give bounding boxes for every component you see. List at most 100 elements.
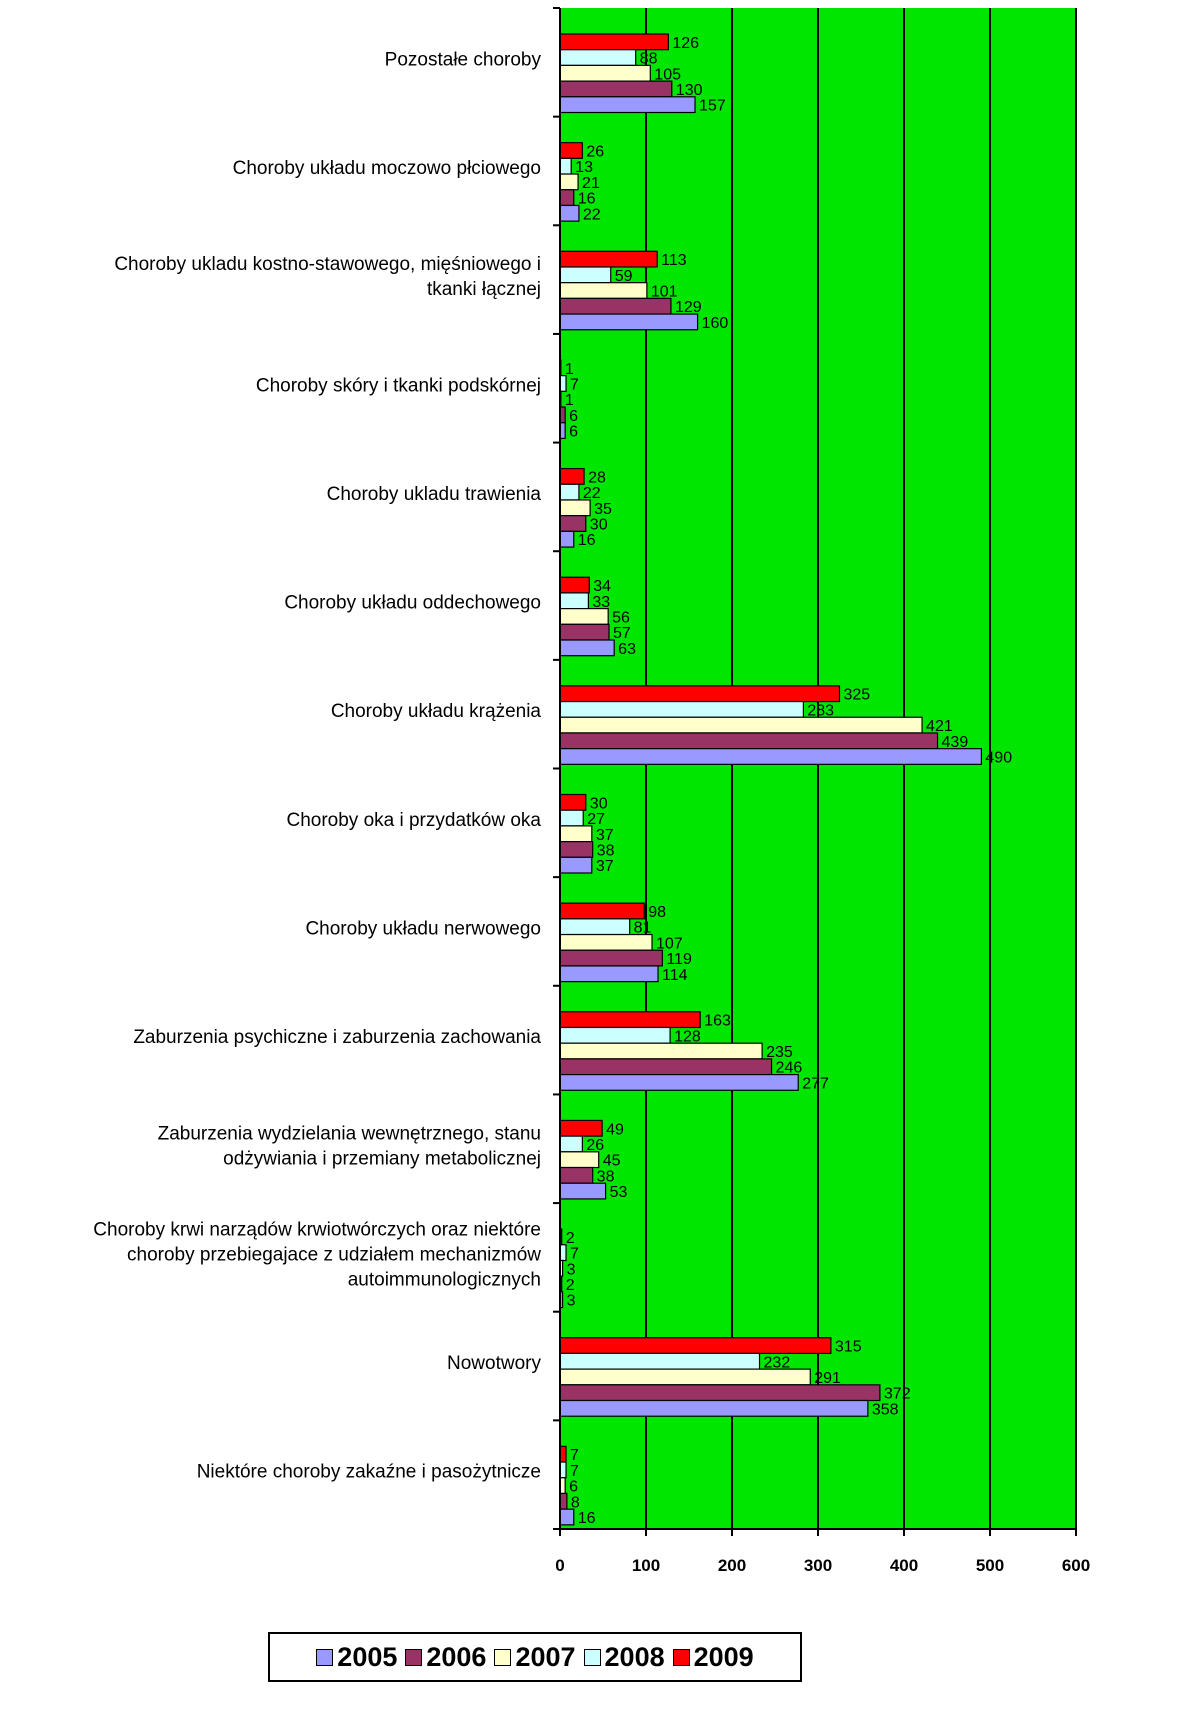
data-label: 13 [575, 159, 593, 176]
category-label: Niektóre choroby zakaźne i pasożytnicze [197, 1462, 541, 1483]
data-label: 34 [593, 578, 611, 595]
legend-item: 2007 [494, 1641, 576, 1673]
data-label: 105 [654, 66, 681, 83]
bar-2006 [559, 623, 610, 641]
x-tick-label: 600 [1062, 1556, 1090, 1575]
bar-2008 [559, 1026, 671, 1044]
data-label: 235 [766, 1044, 793, 1061]
data-label: 53 [610, 1184, 628, 1201]
category-label: Pozostałe choroby [385, 49, 542, 70]
data-label: 8 [571, 1494, 580, 1511]
bar-2009 [559, 467, 585, 485]
bar-2007 [559, 1151, 600, 1169]
bar-2009 [559, 685, 841, 703]
data-label: 16 [578, 191, 596, 208]
data-label: 372 [884, 1386, 911, 1403]
data-label: 2 [566, 1230, 575, 1247]
x-tick-labels: 0 100 200 300 400 500 600 [555, 1556, 1090, 1575]
bar-2007 [559, 173, 579, 191]
data-label: 101 [651, 284, 678, 301]
legend-label: 2007 [515, 1641, 576, 1672]
data-label: 56 [612, 609, 630, 626]
legend-item: 2006 [405, 1642, 486, 1673]
bar-2007 [559, 1042, 763, 1060]
category-label: Choroby układu nerwowego [305, 918, 541, 939]
data-label: 358 [872, 1401, 899, 1418]
data-label: 129 [675, 299, 702, 316]
data-label: 315 [835, 1339, 862, 1356]
bar-2005 [559, 204, 580, 222]
bar-2007 [559, 716, 923, 734]
category-label: Choroby układu oddechowego [284, 593, 541, 614]
bar-2009 [559, 1337, 832, 1355]
bar-2006 [559, 189, 575, 207]
data-label: 107 [656, 935, 683, 952]
category-label: Zaburzenia wydzielania wewnętrznego, sta… [158, 1123, 541, 1169]
bar-2008 [559, 809, 584, 827]
data-label: 160 [702, 315, 729, 332]
x-tick-label: 500 [976, 1556, 1004, 1575]
x-tick-label: 200 [718, 1556, 746, 1575]
data-label: 49 [606, 1121, 624, 1138]
bar-2005 [559, 1508, 575, 1526]
data-label: 1 [565, 392, 574, 409]
data-label: 30 [590, 795, 608, 812]
legend-label: 2008 [604, 1641, 665, 1672]
legend-label: 2006 [426, 1641, 487, 1672]
bar-2006 [559, 1384, 881, 1402]
data-label: 157 [699, 98, 726, 115]
bar-2008 [559, 1135, 583, 1153]
bar-2008 [559, 1352, 761, 1370]
x-tick-label: 0 [555, 1556, 564, 1575]
category-label: Choroby ukladu trawienia [327, 484, 542, 505]
bar-2008 [559, 483, 580, 501]
data-label: 45 [603, 1153, 621, 1170]
data-label: 16 [578, 1510, 596, 1527]
x-tick-label: 400 [890, 1556, 918, 1575]
data-label: 7 [570, 1463, 579, 1480]
data-label: 37 [596, 858, 614, 875]
axes [553, 7, 1077, 1536]
bar-2007 [559, 1368, 811, 1386]
data-label: 246 [776, 1060, 803, 1077]
data-label: 6 [569, 424, 578, 441]
bar-2007 [559, 825, 593, 843]
category-label: Choroby ukladu kostno-stawowego, mięśnio… [114, 254, 541, 300]
category-label: Choroby układu moczowo płciowego [233, 158, 541, 179]
data-label: 490 [985, 750, 1012, 767]
data-label: 325 [844, 687, 871, 704]
data-label: 6 [569, 408, 578, 425]
x-tick-label: 300 [804, 1556, 832, 1575]
data-label: 114 [662, 967, 688, 984]
data-label: 277 [802, 1075, 829, 1092]
bar-2008 [559, 592, 589, 610]
data-label: 7 [570, 376, 579, 393]
legend-swatch [316, 1648, 334, 1666]
legend-item: 2005 [316, 1642, 397, 1673]
data-label: 26 [586, 1137, 604, 1154]
bar-2006 [559, 732, 939, 750]
legend: 2005 2006 2007 2008 2009 [268, 1632, 802, 1682]
data-label: 28 [588, 469, 606, 486]
legend-swatch [583, 1648, 601, 1666]
legend-label: 2009 [693, 1641, 754, 1672]
value-labels: 1268810513015726132116221135910112916017… [565, 35, 1012, 1527]
bar-2009 [559, 250, 658, 268]
bar-2008 [559, 918, 631, 936]
data-label: 439 [942, 734, 969, 751]
category-label: Choroby układu krążenia [331, 701, 542, 722]
bar-2005 [559, 748, 982, 765]
data-label: 26 [586, 143, 604, 160]
category-label: Zaburzenia psychiczne i zaburzenia zacho… [133, 1027, 541, 1048]
data-label: 88 [640, 51, 658, 68]
data-label: 38 [597, 842, 615, 859]
bar-2006 [559, 297, 672, 315]
data-label: 22 [583, 206, 601, 223]
bar-2005 [559, 1182, 607, 1200]
bar-2008 [559, 49, 637, 67]
bar-2009 [559, 793, 587, 811]
bar-2007 [559, 608, 609, 625]
data-label: 7 [570, 1447, 579, 1464]
data-label: 81 [634, 920, 652, 937]
legend-item: 2008 [583, 1641, 665, 1673]
